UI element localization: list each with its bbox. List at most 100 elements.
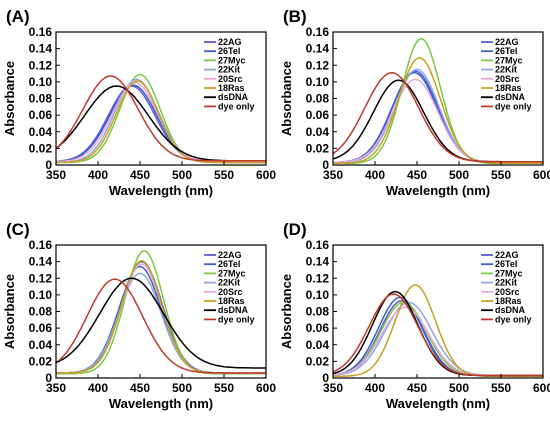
chart-panel: (A) 0 0.02 0.04 0.06 0.08 0.10 0.12 0.14 0.16 350 4… [2,7,276,198]
x-tick-label: 400 [88,381,108,395]
series-line-18ras [333,57,543,165]
x-tick-label: 450 [130,381,150,395]
series-line-dye-only [55,278,266,374]
x-axis-title: Wavelength (nm) [109,396,213,411]
y-tick-label: 0.06 [306,108,330,122]
series-group [332,38,543,165]
legend-entry: 27Myc [495,55,523,65]
legend-entry: dsDNA [218,92,249,102]
x-tick-label: 350 [46,168,66,182]
y-tick-label: 0.08 [29,305,53,319]
x-axis-title: Wavelength (nm) [386,183,490,198]
y-tick-label: 0.04 [29,338,53,352]
series-line-dye-only [55,75,266,162]
x-tick-label: 350 [323,381,343,395]
y-tick-label: 0 [45,158,52,172]
series-line-18ras [333,284,543,378]
y-tick-label: 0.12 [29,271,53,285]
legend-entry: 26Tel [495,259,517,269]
y-tick-label: 0.14 [29,255,53,269]
y-axis-title: Absorbance [2,61,17,136]
legend-entry: dsDNA [218,305,249,315]
x-tick-label: 350 [323,168,343,182]
legend-entry: 22AG [495,250,519,260]
x-axis-title: Wavelength (nm) [386,396,490,411]
legend-entry: 22AG [495,37,519,47]
y-tick-label: 0.06 [29,108,53,122]
x-axis-title: Wavelength (nm) [109,183,213,198]
x-tick-label: 500 [449,381,469,395]
y-tick-label: 0.04 [306,125,330,139]
legend-entry: 27Myc [495,268,523,278]
panel-label: (C) [6,220,30,239]
x-tick-label: 550 [214,168,234,182]
y-tick-label: 0 [45,371,52,385]
y-tick-label: 0.12 [306,271,330,285]
y-tick-label: 0.16 [29,25,53,39]
x-tick-label: 500 [172,168,192,182]
legend-entry: dsDNA [495,305,526,315]
x-tick-label: 450 [407,168,427,182]
legend-entry: 26Tel [218,259,240,269]
series-line-dsdna [55,277,266,369]
y-tick-label: 0.10 [306,75,330,89]
series-line-dye-only [332,71,543,163]
series-group [332,284,543,378]
x-tick-label: 400 [365,168,385,182]
legend-entry: 18Ras [218,83,245,93]
series-group [55,250,266,375]
y-axis-title: Absorbance [279,61,294,136]
y-tick-label: 0.16 [29,238,53,252]
x-tick-label: 600 [256,381,276,395]
legend-entry: 22Kit [495,278,517,288]
x-tick-label: 400 [365,381,385,395]
legend-entry: 18Ras [495,296,522,306]
legend-entry: 22AG [218,250,242,260]
x-tick-label: 400 [88,168,108,182]
x-tick-label: 550 [214,381,234,395]
series-group [55,73,266,164]
x-tick-label: 600 [533,381,550,395]
y-tick-label: 0.10 [306,288,330,302]
legend-entry: 20Src [495,74,520,84]
y-tick-label: 0.08 [29,92,53,106]
y-tick-label: 0.04 [306,338,330,352]
y-tick-label: 0.02 [29,141,53,155]
legend-entry: dye only [218,101,255,111]
legend-entry: 22Kit [218,278,240,288]
legend-entry: 26Tel [218,46,240,56]
y-tick-label: 0.12 [29,58,53,72]
series-line-20src [333,78,543,164]
y-axis-title: Absorbance [2,274,17,349]
x-tick-label: 450 [130,168,150,182]
legend-entry: 27Myc [218,268,246,278]
y-tick-label: 0.16 [306,25,330,39]
y-tick-label: 0.14 [306,42,330,56]
y-tick-label: 0.04 [29,125,53,139]
y-axis-title: Absorbance [279,274,294,349]
y-tick-label: 0.14 [29,42,53,56]
y-tick-label: 0 [322,371,329,385]
x-tick-label: 600 [256,168,276,182]
y-tick-label: 0.06 [306,321,330,335]
x-tick-label: 500 [172,381,192,395]
y-tick-label: 0.10 [29,75,53,89]
legend-entry: 22Kit [495,65,517,75]
legend-entry: 22AG [218,37,242,47]
panel-label: (B) [283,7,307,26]
y-tick-label: 0.10 [29,288,53,302]
x-tick-label: 450 [407,381,427,395]
legend-entry: dye only [495,314,532,324]
y-tick-label: 0 [322,158,329,172]
legend-entry: dsDNA [495,92,526,102]
legend-entry: 27Myc [218,55,246,65]
series-line-18ras [55,80,266,164]
chart-panel: (C) 0 0.02 0.04 0.06 0.08 0.10 0.12 0.14 0.16 350 4… [2,220,276,411]
y-tick-label: 0.02 [29,354,53,368]
y-tick-label: 0.06 [29,321,53,335]
